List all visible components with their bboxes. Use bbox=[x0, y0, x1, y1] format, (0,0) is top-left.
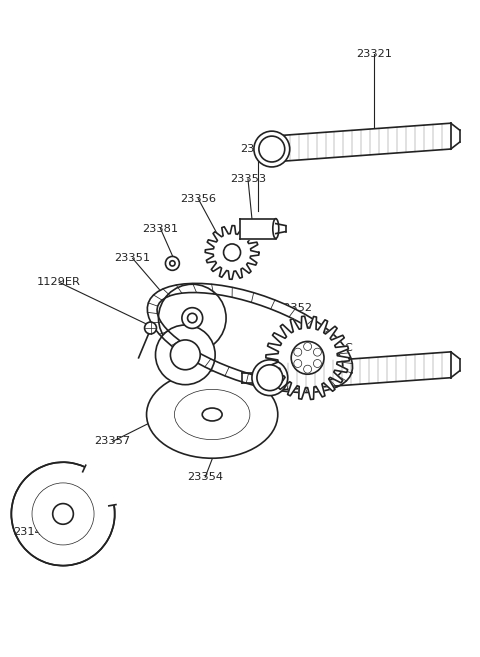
Text: 2331C: 2331C bbox=[316, 343, 353, 353]
Circle shape bbox=[313, 348, 322, 356]
Circle shape bbox=[12, 463, 115, 566]
Polygon shape bbox=[272, 124, 451, 162]
Polygon shape bbox=[266, 316, 349, 399]
Text: 23321: 23321 bbox=[356, 49, 392, 58]
Circle shape bbox=[259, 136, 285, 162]
Circle shape bbox=[304, 365, 312, 373]
Circle shape bbox=[170, 340, 200, 370]
Polygon shape bbox=[147, 283, 352, 392]
Polygon shape bbox=[205, 225, 259, 279]
Polygon shape bbox=[240, 219, 276, 238]
Ellipse shape bbox=[174, 390, 250, 440]
Circle shape bbox=[156, 325, 215, 384]
Text: 23351: 23351 bbox=[115, 254, 151, 263]
Circle shape bbox=[144, 322, 156, 334]
Ellipse shape bbox=[146, 371, 278, 458]
Polygon shape bbox=[270, 352, 451, 391]
Circle shape bbox=[252, 360, 288, 396]
Circle shape bbox=[224, 244, 240, 261]
Circle shape bbox=[294, 348, 302, 356]
Text: 23354: 23354 bbox=[187, 472, 223, 482]
Circle shape bbox=[257, 365, 283, 391]
Text: 23353: 23353 bbox=[230, 174, 266, 184]
Wedge shape bbox=[63, 465, 116, 514]
Text: 23352: 23352 bbox=[276, 303, 312, 313]
Circle shape bbox=[158, 284, 226, 352]
Text: 23356: 23356 bbox=[180, 194, 216, 204]
Circle shape bbox=[294, 359, 302, 367]
Text: 23373: 23373 bbox=[240, 144, 276, 154]
Circle shape bbox=[170, 261, 175, 266]
Circle shape bbox=[32, 483, 94, 545]
Circle shape bbox=[188, 313, 197, 323]
Ellipse shape bbox=[202, 408, 222, 421]
Text: 23141: 23141 bbox=[13, 527, 49, 537]
Circle shape bbox=[254, 131, 290, 167]
Text: 1129ER: 1129ER bbox=[37, 277, 81, 287]
Ellipse shape bbox=[273, 219, 279, 238]
Circle shape bbox=[53, 503, 73, 524]
Circle shape bbox=[313, 359, 322, 367]
Circle shape bbox=[304, 342, 312, 350]
Text: 23381: 23381 bbox=[143, 223, 179, 234]
Circle shape bbox=[291, 342, 324, 374]
Circle shape bbox=[166, 256, 180, 270]
Text: 23357: 23357 bbox=[95, 436, 131, 446]
Circle shape bbox=[182, 307, 203, 328]
